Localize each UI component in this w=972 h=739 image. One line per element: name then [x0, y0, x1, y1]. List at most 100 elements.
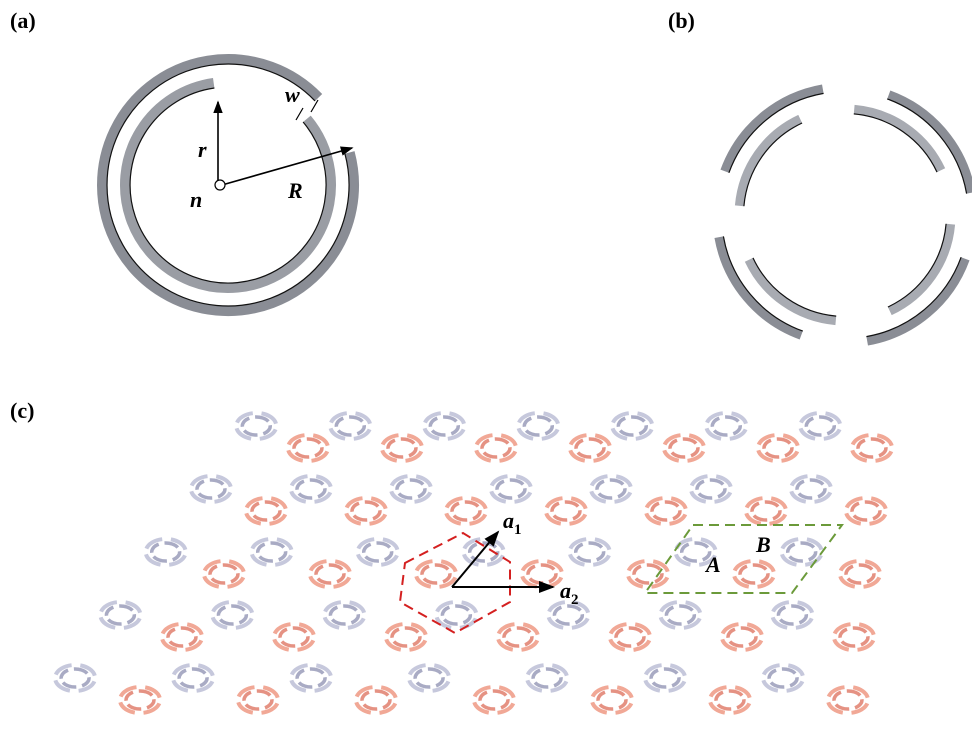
ring-arc — [809, 551, 816, 560]
lattice-ring — [734, 561, 773, 587]
ring-arc — [533, 670, 540, 679]
ring-arc — [865, 502, 878, 507]
ring-arc — [451, 425, 458, 434]
lattice-ring — [146, 539, 185, 565]
ring-arc — [790, 677, 797, 686]
ring-arc — [246, 705, 259, 710]
lattice-ring — [101, 602, 140, 628]
ring-arc — [218, 607, 225, 616]
ring-arc — [470, 544, 477, 553]
ring-arc — [771, 683, 784, 688]
ring-arc — [530, 579, 543, 584]
ring-arc — [119, 606, 132, 611]
lattice-ring — [801, 413, 840, 439]
ring-arc — [415, 670, 422, 679]
lattice-ring — [846, 498, 885, 524]
ring-arc — [493, 691, 506, 696]
ring-arc — [852, 503, 859, 512]
ring-arc — [589, 439, 602, 444]
ring-arc — [855, 699, 862, 708]
ring-arc — [82, 677, 89, 686]
ring-arc — [383, 699, 390, 708]
ring-arc — [764, 440, 771, 449]
ring-arc — [418, 488, 425, 497]
ring-arc — [435, 565, 448, 570]
lattice-ring — [291, 476, 330, 502]
lattice-ring — [591, 476, 630, 502]
ring-arc — [597, 551, 604, 560]
ring-arc — [699, 494, 712, 499]
lattice-ring — [707, 413, 746, 439]
ring-arc — [730, 642, 743, 647]
lattice-ring — [474, 687, 513, 713]
page: (a) (b) (c) w r R n a1 a2 A B (() => { c… — [0, 0, 972, 739]
lattice-ring — [464, 539, 503, 565]
ring-arc — [714, 431, 727, 436]
lattice-ring — [852, 435, 891, 461]
ring-arc — [801, 543, 814, 548]
ring-arc — [740, 566, 747, 575]
ring-arc — [618, 488, 625, 497]
ring-arc — [212, 579, 225, 584]
ring-arc — [808, 431, 821, 436]
lattice-ring — [238, 687, 277, 713]
ring-arc — [672, 677, 679, 686]
ring-arc — [769, 670, 776, 679]
ring-arc — [619, 699, 626, 708]
ring-arc — [867, 259, 965, 341]
lattice-ring — [791, 476, 830, 502]
ring-arc — [634, 566, 641, 575]
ring-arc — [616, 629, 623, 638]
ring-arc — [473, 510, 480, 519]
ring-arc — [785, 447, 792, 456]
symbol: r — [198, 137, 207, 162]
ring-arc — [364, 705, 377, 710]
ring-arc — [296, 453, 309, 458]
symbol: n — [190, 187, 202, 212]
ring-arc — [834, 692, 841, 701]
ring-arc — [352, 503, 359, 512]
ring-arc — [524, 418, 531, 427]
ring-arc — [444, 620, 457, 625]
ring-arc — [752, 503, 759, 512]
lattice-ring — [358, 539, 397, 565]
ring-arc — [482, 440, 489, 449]
panel-label: (c) — [10, 398, 34, 423]
ring-arc — [338, 431, 351, 436]
ring-arc — [455, 606, 468, 611]
ring-arc — [373, 510, 380, 519]
ring-arc — [318, 677, 325, 686]
ring-arc — [578, 557, 591, 562]
ring-arc — [242, 418, 249, 427]
ring-arc — [712, 418, 719, 427]
panel-label: (a) — [10, 8, 36, 33]
ring-arc — [482, 705, 495, 710]
ring-arc — [754, 516, 767, 521]
split-ring-a — [102, 59, 354, 311]
ring-arc — [629, 628, 642, 633]
lattice-ring — [416, 561, 455, 587]
ring-arc — [307, 439, 320, 444]
ring-arc — [316, 566, 323, 575]
ring-arc — [819, 417, 832, 422]
ring-arc — [842, 642, 855, 647]
ring-arc — [436, 677, 443, 686]
ring-arc — [537, 417, 550, 422]
ring-arc — [318, 488, 325, 497]
ring-arc — [399, 494, 412, 499]
lattice-ring — [173, 665, 212, 691]
ring-arc — [687, 614, 694, 623]
ring-arc — [672, 453, 685, 458]
ring-arc — [165, 543, 178, 548]
ring-arc — [397, 481, 404, 490]
lattice-ring — [722, 624, 761, 650]
ring-arc — [600, 705, 613, 710]
ring-arc — [357, 425, 364, 434]
ring-arc — [349, 417, 362, 422]
ring-arc — [501, 699, 508, 708]
ring-arc — [799, 494, 812, 499]
ring-arc — [517, 628, 530, 633]
ring-arc — [847, 691, 860, 696]
ring-arc — [810, 480, 823, 485]
ring-arc — [879, 447, 886, 456]
